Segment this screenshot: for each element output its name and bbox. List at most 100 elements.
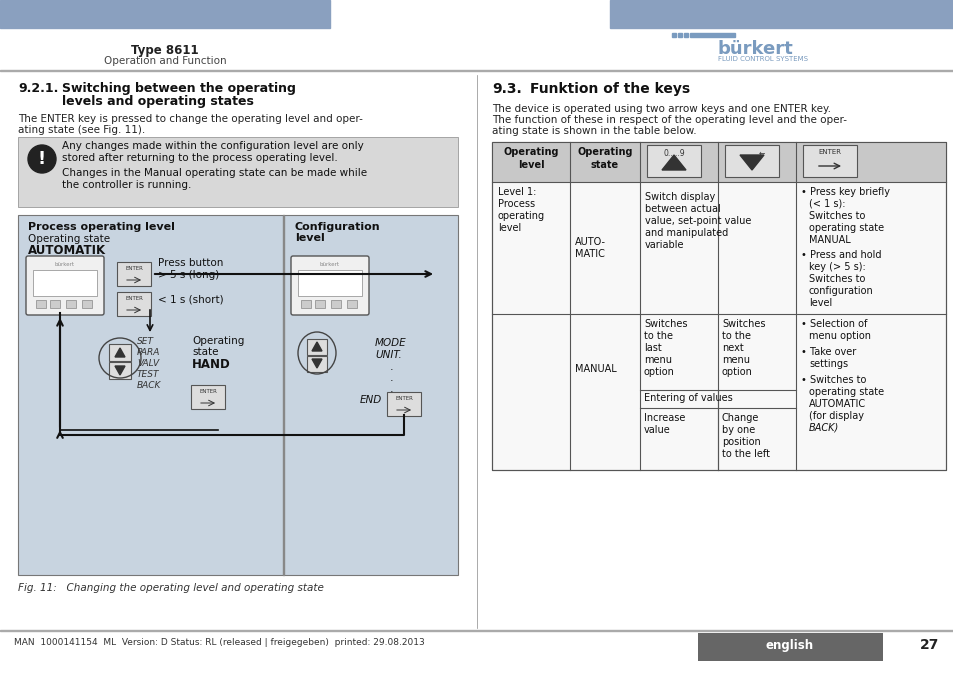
Text: to the left: to the left (721, 449, 769, 459)
Text: 0.....9: 0.....9 (662, 149, 684, 158)
FancyBboxPatch shape (291, 256, 369, 315)
Text: ←: ← (758, 149, 764, 158)
Text: option: option (643, 367, 674, 377)
Text: Switches: Switches (721, 319, 764, 329)
Text: SET: SET (137, 337, 153, 346)
Bar (82, 300, 91, 308)
Bar (283, 215, 284, 575)
Text: AUTOMATIC: AUTOMATIC (808, 399, 865, 409)
Text: operating: operating (497, 211, 544, 221)
Text: by one: by one (721, 425, 755, 435)
Text: !: ! (38, 150, 46, 168)
Polygon shape (115, 348, 125, 357)
Text: Process: Process (497, 199, 535, 209)
FancyBboxPatch shape (307, 356, 327, 372)
Text: bürkert: bürkert (718, 40, 793, 58)
Text: stored after returning to the process operating level.: stored after returning to the process op… (62, 153, 337, 163)
Text: MODE: MODE (375, 338, 406, 348)
Text: between actual: between actual (644, 204, 720, 214)
Text: .: . (390, 384, 394, 394)
Bar (66, 300, 76, 308)
Text: position: position (721, 437, 760, 447)
Text: ENTER: ENTER (125, 266, 143, 271)
FancyBboxPatch shape (387, 392, 420, 416)
Bar (314, 300, 325, 308)
Text: Process operating level: Process operating level (28, 222, 174, 232)
Text: • Take over: • Take over (801, 347, 856, 357)
Text: Switches to: Switches to (808, 274, 864, 284)
Text: menu: menu (643, 355, 671, 365)
Bar (33, 270, 97, 296)
Text: ENTER: ENTER (125, 296, 143, 301)
Text: ating state is shown in the table below.: ating state is shown in the table below. (492, 126, 696, 136)
Text: the controller is running.: the controller is running. (62, 180, 192, 190)
Text: MATIC: MATIC (575, 249, 604, 259)
Text: next: next (721, 343, 743, 353)
Text: Press button: Press button (158, 258, 223, 268)
Text: Operating: Operating (192, 336, 244, 346)
Bar (683, 33, 687, 37)
Bar (492, 142, 945, 182)
Bar (609, 0, 953, 28)
Text: ating state (see Fig. 11).: ating state (see Fig. 11). (18, 125, 145, 135)
Bar (297, 270, 361, 296)
Text: menu option: menu option (808, 331, 870, 341)
Text: last: last (643, 343, 661, 353)
Bar (0, 630, 953, 631)
FancyBboxPatch shape (109, 344, 131, 361)
Text: bürkert: bürkert (319, 262, 339, 267)
Bar (0, 0, 330, 28)
Text: Operation and Function: Operation and Function (104, 56, 226, 66)
Text: Switch display: Switch display (644, 192, 715, 202)
Text: operating state: operating state (808, 223, 883, 233)
Text: ENTER: ENTER (199, 389, 216, 394)
Text: The device is operated using two arrow keys and one ENTER key.: The device is operated using two arrow k… (492, 104, 830, 114)
Text: The function of these in respect of the operating level and the oper-: The function of these in respect of the … (492, 115, 846, 125)
Text: • Selection of: • Selection of (801, 319, 866, 329)
Text: .: . (390, 373, 394, 383)
Text: configuration: configuration (808, 286, 873, 296)
Polygon shape (115, 366, 125, 375)
Text: Switches to: Switches to (808, 211, 864, 221)
Text: value: value (643, 425, 670, 435)
Text: variable: variable (644, 240, 684, 250)
Text: ENTER: ENTER (818, 149, 841, 155)
Text: FLUID CONTROL SYSTEMS: FLUID CONTROL SYSTEMS (718, 56, 807, 62)
Text: • Press key briefly: • Press key briefly (801, 187, 889, 197)
Text: Operating
state: Operating state (577, 147, 632, 170)
Text: • Press and hold: • Press and hold (801, 250, 881, 260)
Text: Operating state: Operating state (28, 234, 110, 244)
Text: ....: .... (746, 149, 756, 158)
Text: MAN  1000141154  ML  Version: D Status: RL (released | freigegeben)  printed: 29: MAN 1000141154 ML Version: D Status: RL … (14, 638, 424, 647)
Text: Changes in the Manual operating state can be made while: Changes in the Manual operating state ca… (62, 168, 367, 178)
Text: Fig. 11:   Changing the operating level and operating state: Fig. 11: Changing the operating level an… (18, 583, 323, 593)
Text: AUTOMATIK: AUTOMATIK (28, 244, 106, 257)
Text: Any changes made within the configuration level are only: Any changes made within the configuratio… (62, 141, 363, 151)
FancyBboxPatch shape (109, 362, 131, 379)
Text: BACK): BACK) (808, 423, 839, 433)
Bar (36, 300, 46, 308)
FancyBboxPatch shape (117, 262, 151, 286)
Text: option: option (721, 367, 752, 377)
Text: MANUAL: MANUAL (808, 235, 850, 245)
FancyBboxPatch shape (191, 385, 225, 409)
Bar (698, 633, 882, 661)
Text: Switching between the operating: Switching between the operating (62, 82, 295, 95)
Bar (678, 33, 681, 37)
Text: menu: menu (721, 355, 749, 365)
Text: to the: to the (721, 331, 750, 341)
Text: to the: to the (643, 331, 672, 341)
Text: Switches: Switches (643, 319, 687, 329)
FancyBboxPatch shape (646, 145, 700, 177)
Text: Entering of values: Entering of values (643, 393, 732, 403)
Text: 27: 27 (920, 638, 939, 652)
Text: BACK: BACK (137, 381, 161, 390)
Text: Level 1:: Level 1: (497, 187, 536, 197)
Text: (< 1 s):: (< 1 s): (808, 199, 844, 209)
Text: Funktion of the keys: Funktion of the keys (530, 82, 689, 96)
Text: value, set-point value: value, set-point value (644, 216, 751, 226)
Text: state: state (192, 347, 218, 357)
Text: bürkert: bürkert (55, 262, 75, 267)
Text: AUTO-: AUTO- (575, 237, 605, 247)
Text: Type 8611: Type 8611 (132, 44, 198, 57)
